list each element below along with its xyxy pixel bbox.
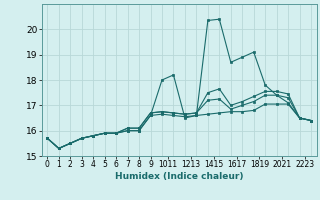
X-axis label: Humidex (Indice chaleur): Humidex (Indice chaleur) (115, 172, 244, 181)
